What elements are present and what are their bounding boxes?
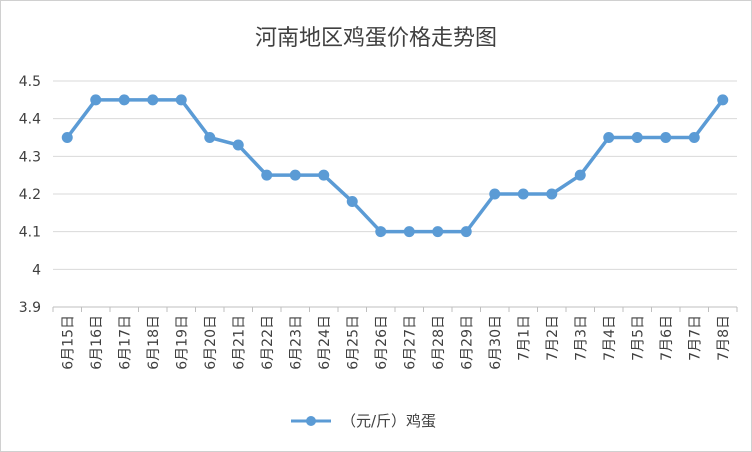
y-tick-label: 4.1: [19, 225, 41, 241]
data-point: [375, 226, 387, 238]
legend-marker-swatch: [306, 416, 316, 426]
x-axis-ticks: 6月15日 6月16日 6月17日 6月18日 6月19日 6月20日 6月21日 6月22日…: [52, 307, 738, 370]
legend: （元/斤）鸡蛋: [291, 412, 436, 430]
x-tick-label: 7月2日: [545, 315, 561, 361]
x-tick-label: 6月15日: [60, 315, 76, 370]
y-tick-label: 4.4: [19, 112, 41, 128]
data-point: [574, 169, 586, 181]
x-tick-label: 7月6日: [659, 315, 675, 361]
data-point: [489, 188, 501, 200]
x-tick-label: 6月30日: [488, 315, 504, 370]
x-tick-label: 7月5日: [630, 315, 646, 361]
data-point: [460, 226, 472, 238]
x-tick-label: 6月23日: [288, 315, 304, 370]
data-point: [261, 169, 273, 181]
series-layer: [61, 94, 729, 238]
data-point: [432, 226, 444, 238]
x-tick-label: 6月18日: [146, 315, 162, 370]
data-point: [403, 226, 415, 238]
x-tick-label: 7月7日: [687, 315, 703, 361]
x-tick-label: 7月3日: [573, 315, 589, 361]
legend-label: （元/斤）鸡蛋: [341, 412, 436, 430]
x-tick-label: 6月24日: [317, 315, 333, 370]
y-tick-label: 3.9: [19, 300, 41, 316]
y-tick-label: 4.3: [19, 149, 41, 165]
x-tick-label: 6月25日: [345, 315, 361, 370]
y-tick-label: 4.2: [19, 187, 41, 203]
x-tick-label: 6月16日: [89, 315, 105, 370]
y-tick-label: 4.5: [19, 74, 41, 90]
data-point: [232, 139, 244, 151]
x-tick-label: 6月27日: [402, 315, 418, 370]
data-point: [204, 132, 216, 143]
y-axis-ticks: 3.9 4 4.1 4.2 4.3 4.4 4.5: [19, 74, 41, 316]
x-tick-label: 7月1日: [516, 315, 532, 361]
y-tick-label: 4: [32, 262, 41, 278]
data-point: [717, 94, 729, 106]
x-tick-label: 6月22日: [260, 315, 276, 370]
data-point: [603, 132, 615, 143]
data-point: [517, 188, 529, 200]
data-point: [147, 94, 159, 106]
x-tick-label: 7月8日: [716, 315, 732, 361]
data-point: [289, 169, 301, 181]
data-point: [318, 169, 330, 181]
data-point: [175, 94, 187, 106]
x-tick-label: 6月28日: [431, 315, 447, 370]
data-point: [660, 132, 672, 143]
data-point: [346, 196, 358, 208]
data-point: [118, 94, 130, 106]
x-tick-label: 6月19日: [174, 315, 190, 370]
data-point: [631, 132, 643, 143]
x-tick-label: 6月26日: [374, 315, 390, 370]
x-tick-label: 6月21日: [231, 315, 247, 370]
x-tick-label: 6月29日: [459, 315, 475, 370]
data-point: [546, 188, 558, 200]
series-line: [65, 98, 725, 234]
data-point: [90, 94, 102, 106]
x-tick-label: 7月4日: [602, 315, 618, 361]
grid-layer: [53, 80, 737, 308]
x-tick-label: 6月17日: [117, 315, 133, 370]
data-point: [688, 132, 700, 143]
data-point: [61, 132, 73, 143]
chart-title: 河南地区鸡蛋价格走势图: [255, 26, 497, 51]
x-tick-label: 6月20日: [203, 315, 219, 370]
